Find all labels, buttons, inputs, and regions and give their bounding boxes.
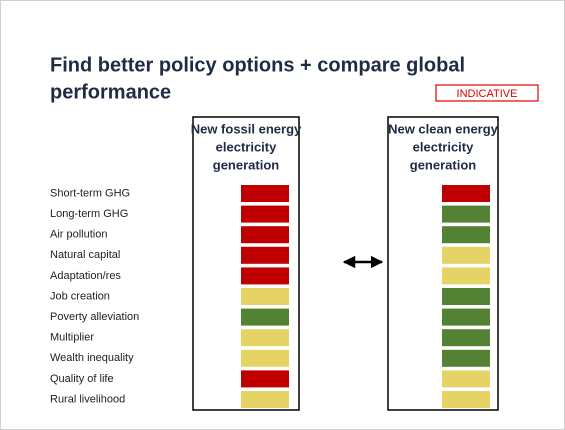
rating-cell [442, 329, 490, 347]
rating-cell [241, 370, 289, 388]
row-label: Quality of life [50, 373, 114, 385]
row-label: Rural livelihood [50, 393, 125, 405]
column-header: New fossil energy [191, 121, 302, 136]
row-label: Short-term GHG [50, 187, 130, 199]
rating-cell [241, 349, 289, 367]
row-label: Job creation [50, 290, 110, 302]
rating-cell [241, 288, 289, 305]
rating-cell [442, 185, 490, 202]
rating-cell [442, 370, 490, 388]
rating-cell [442, 391, 490, 408]
column-header: electricity [413, 139, 474, 154]
rating-cell [442, 349, 490, 367]
rating-cell [241, 329, 289, 347]
column-header: generation [213, 157, 280, 172]
row-label: Wealth inequality [50, 352, 134, 364]
column-header: New clean energy [388, 121, 499, 136]
rating-cell [442, 205, 490, 223]
rating-cell [442, 226, 490, 244]
rating-cell [442, 288, 490, 305]
row-label: Adaptation/res [50, 270, 121, 282]
rating-cell [241, 205, 289, 223]
row-label: Multiplier [50, 332, 94, 344]
rating-cell [442, 267, 490, 285]
title-line: Find better policy options + compare glo… [50, 54, 465, 76]
tag: INDICATIVE [457, 88, 518, 100]
column-header: generation [410, 157, 477, 172]
rating-cell [241, 185, 289, 202]
title-line: performance [50, 81, 171, 103]
row-label: Air pollution [50, 229, 107, 241]
row-label: Long-term GHG [50, 208, 128, 220]
row-label: Natural capital [50, 249, 120, 261]
tag-box [435, 84, 539, 102]
rating-cell [241, 267, 289, 285]
row-label: Poverty alleviation [50, 311, 139, 323]
column-box [387, 116, 499, 411]
column-header: electricity [216, 139, 277, 154]
rating-cell [442, 246, 490, 264]
column-box [192, 116, 300, 411]
rating-cell [241, 391, 289, 408]
rating-cell [241, 226, 289, 244]
rating-cell [241, 246, 289, 264]
rating-cell [442, 308, 490, 326]
rating-cell [241, 308, 289, 326]
